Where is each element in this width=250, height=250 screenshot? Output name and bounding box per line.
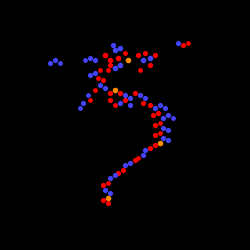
Point — [113, 88, 117, 92]
Point — [156, 110, 160, 114]
Point — [100, 183, 104, 187]
Point — [123, 50, 127, 54]
Point — [166, 128, 170, 132]
Point — [158, 103, 162, 107]
Point — [186, 40, 190, 44]
Point — [108, 98, 112, 102]
Point — [113, 173, 117, 177]
Point — [138, 68, 142, 72]
Point — [103, 86, 107, 89]
Point — [123, 98, 127, 102]
Point — [170, 116, 174, 119]
Point — [123, 163, 127, 167]
Point — [150, 113, 154, 117]
Point — [93, 88, 97, 92]
Point — [58, 60, 62, 64]
Point — [158, 140, 162, 144]
Point — [118, 100, 122, 104]
Point — [136, 53, 140, 57]
Point — [86, 93, 89, 97]
Point — [128, 96, 132, 100]
Point — [93, 58, 97, 62]
Point — [160, 126, 164, 130]
Point — [118, 90, 122, 94]
Point — [108, 63, 112, 67]
Point — [103, 188, 107, 192]
Point — [180, 43, 184, 47]
Point — [166, 138, 170, 142]
Point — [138, 93, 142, 97]
Point — [93, 70, 97, 74]
Point — [176, 40, 180, 44]
Point — [143, 96, 147, 100]
Point — [100, 78, 104, 82]
Point — [140, 153, 144, 157]
Point — [143, 148, 147, 152]
Point — [148, 56, 152, 60]
Point — [53, 58, 57, 62]
Point — [153, 133, 157, 137]
Point — [48, 60, 52, 64]
Point — [98, 68, 102, 72]
Point — [160, 116, 164, 119]
Point — [148, 146, 152, 150]
Point — [96, 76, 100, 80]
Point — [136, 156, 140, 160]
Point — [98, 83, 102, 87]
Point — [116, 56, 119, 60]
Point — [113, 66, 117, 70]
Point — [126, 58, 130, 62]
Point — [83, 58, 87, 62]
Point — [153, 143, 157, 147]
Point — [108, 190, 112, 194]
Point — [163, 106, 167, 110]
Point — [108, 176, 112, 180]
Point — [88, 56, 92, 60]
Point — [153, 106, 157, 110]
Point — [103, 53, 107, 57]
Point — [88, 98, 92, 102]
Point — [120, 168, 124, 172]
Point — [106, 196, 110, 200]
Point — [100, 198, 104, 202]
Point — [153, 123, 157, 127]
Point — [88, 73, 92, 77]
Point — [108, 90, 112, 94]
Point — [113, 48, 117, 52]
Point — [128, 160, 132, 164]
Point — [128, 103, 132, 107]
Point — [80, 100, 84, 104]
Point — [140, 100, 144, 104]
Point — [78, 106, 82, 110]
Point — [148, 63, 152, 67]
Point — [106, 68, 110, 72]
Point — [106, 180, 110, 184]
Point — [158, 130, 162, 134]
Point — [140, 58, 144, 62]
Point — [143, 50, 147, 54]
Point — [160, 136, 164, 140]
Point — [153, 53, 157, 57]
Point — [118, 63, 122, 67]
Point — [118, 46, 122, 50]
Point — [110, 43, 114, 47]
Point — [148, 103, 152, 107]
Point — [113, 103, 117, 107]
Point — [166, 113, 170, 117]
Point — [106, 200, 110, 204]
Point — [133, 90, 137, 94]
Point — [108, 58, 112, 62]
Point — [133, 158, 137, 162]
Point — [158, 120, 162, 124]
Point — [123, 93, 127, 97]
Point — [116, 170, 119, 174]
